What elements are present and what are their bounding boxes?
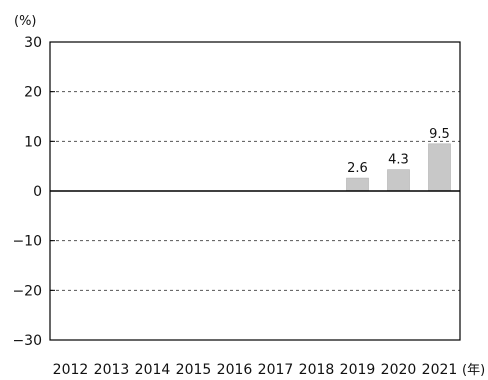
x-tick-label: 2015: [176, 362, 212, 378]
bar-2019: [346, 177, 369, 192]
y-tick-label: −10: [12, 234, 42, 250]
y-axis-unit-label: (%): [14, 14, 37, 29]
x-tick-label: 2021: [422, 362, 458, 378]
gridlines: [50, 91, 460, 291]
y-tick-label: −30: [12, 333, 42, 349]
x-axis-ticks: 2012 2013 2014 2015 2016 2017 2018 2019 2020 2021: [53, 362, 458, 378]
x-tick-label: 2019: [340, 362, 376, 378]
y-axis-ticks: 30 20 10 0 −10 −20 −30: [12, 35, 55, 349]
data-label-2019: 2.6: [347, 161, 368, 176]
x-tick-label: 2018: [299, 362, 335, 378]
x-tick-label: 2013: [94, 362, 130, 378]
x-tick-label: 2016: [217, 362, 253, 378]
x-tick-label: 2014: [135, 362, 171, 378]
x-tick-label: 2012: [53, 362, 89, 378]
x-tick-label: 2017: [258, 362, 294, 378]
y-tick-label: 20: [24, 85, 42, 101]
x-axis-unit-label: (年): [462, 363, 485, 378]
x-tick-label: 2020: [381, 362, 417, 378]
bars: [346, 143, 451, 192]
bar-2021: [428, 143, 451, 192]
y-tick-label: 10: [24, 134, 42, 150]
y-tick-label: 0: [33, 184, 42, 200]
data-labels: 2.6 4.3 9.5: [347, 127, 450, 176]
y-tick-label: 30: [24, 35, 42, 51]
bar-2020: [387, 169, 410, 192]
y-tick-label: −20: [12, 283, 42, 299]
data-label-2021: 9.5: [429, 127, 450, 142]
data-label-2020: 4.3: [388, 153, 409, 168]
